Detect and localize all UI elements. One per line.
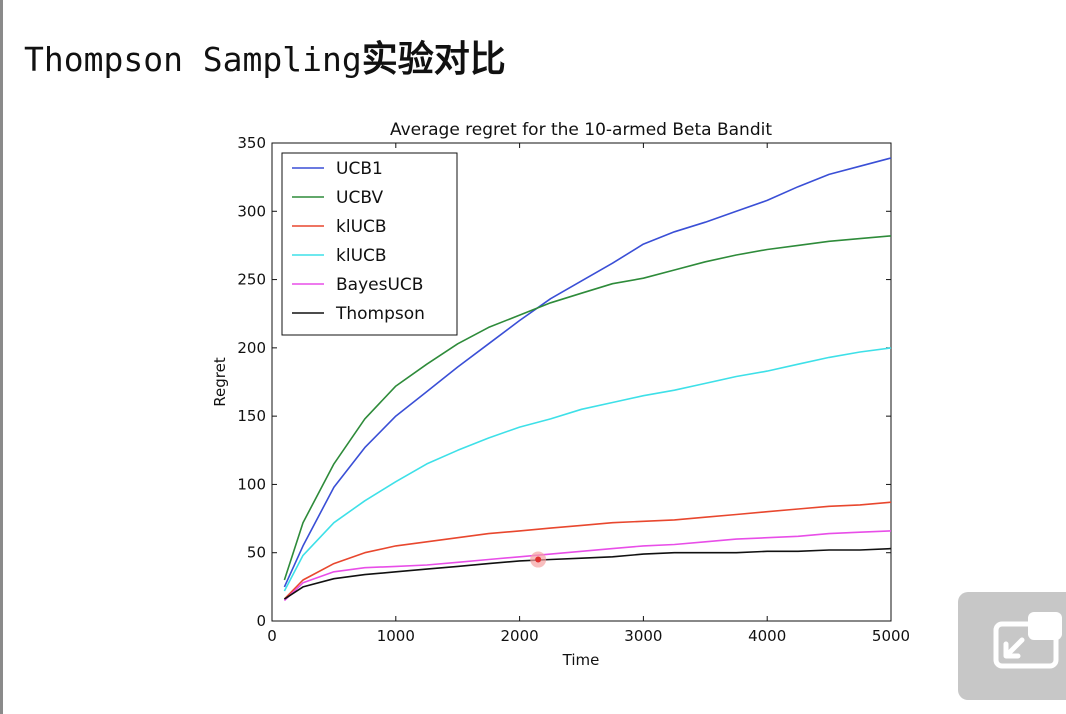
x-tick-label: 5000: [872, 627, 910, 645]
legend-label: Thompson: [335, 304, 425, 324]
slide-title: Thompson Sampling实验对比: [24, 42, 506, 78]
y-tick-label: 250: [237, 271, 266, 289]
axis-ticks: 0 1000 2000 3000 4000 5000 0 50 100 150 200 250 300 3…: [237, 134, 910, 645]
legend-label: klUCB: [336, 246, 387, 266]
presentation-view-button[interactable]: [958, 592, 1066, 700]
slide-title-prefix: Thompson Sampling: [24, 40, 362, 79]
y-tick-label: 300: [237, 202, 266, 220]
y-tick-label: 0: [256, 612, 266, 630]
series-line-ucb1: [283, 157, 892, 588]
slide-title-suffix: 实验对比: [361, 39, 506, 80]
legend-label: klUCB: [336, 217, 387, 237]
x-tick-label: 2000: [501, 627, 539, 645]
series-line-klucb: [283, 501, 892, 600]
chart-legend: UCB1 UCBV klUCB klUCB BayesUCB Thompson: [281, 152, 458, 336]
series-line-bayesucb: [283, 530, 892, 602]
y-tick-label: 200: [237, 339, 266, 357]
legend-label: UCB1: [336, 159, 383, 179]
x-tick-label: 3000: [624, 627, 662, 645]
series-line-thompson: [283, 547, 892, 600]
slide-left-border: [0, 0, 3, 714]
y-tick-label: 100: [237, 475, 266, 493]
series-line-ucbv: [283, 235, 892, 581]
cursor-highlight: [530, 551, 547, 568]
x-tick-label: 4000: [748, 627, 786, 645]
exit-fullscreen-icon: [993, 612, 1062, 669]
cursor-dot: [535, 556, 542, 563]
legend-box: [281, 152, 458, 336]
x-axis-label: Time: [562, 651, 600, 669]
series-line-klucb: [283, 347, 892, 592]
x-tick-label: 1000: [377, 627, 415, 645]
y-tick-label: 350: [237, 134, 266, 152]
legend-label: UCBV: [336, 188, 383, 208]
x-tick-label: 0: [267, 627, 277, 645]
series-lines: [283, 157, 892, 602]
chart-title: Average regret for the 10-armed Beta Ban…: [390, 120, 772, 140]
y-tick-label: 50: [247, 544, 266, 562]
legend-label: BayesUCB: [336, 275, 423, 295]
y-tick-label: 150: [237, 407, 266, 425]
regret-line-chart: Average regret for the 10-armed Beta Ban…: [211, 120, 910, 669]
y-axis-label: Regret: [211, 357, 229, 407]
